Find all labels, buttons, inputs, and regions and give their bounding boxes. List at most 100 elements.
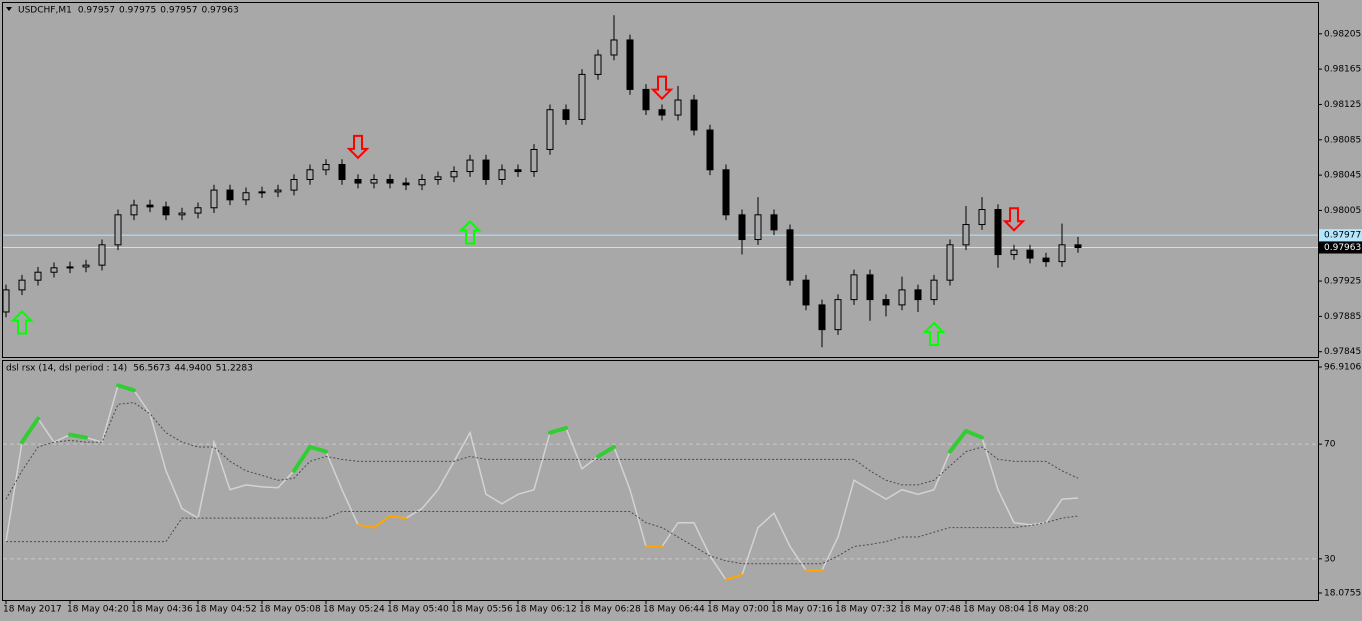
candle-body: [610, 39, 618, 56]
x-tick-label: 18 May 04:20: [67, 605, 129, 615]
candle-body: [1074, 244, 1082, 248]
candle-body: [82, 264, 90, 268]
up-arrow: [922, 321, 946, 347]
candle-body: [1042, 257, 1050, 263]
x-tick-label: 18 May 07:48: [899, 605, 961, 615]
down-arrow: [1002, 207, 1026, 232]
chart-title: USDCHF,M1: [18, 6, 72, 16]
candle-body: [818, 304, 826, 331]
y-tick-label: 0.97885: [1324, 312, 1361, 322]
indicator-panel: [2, 360, 1319, 601]
candle-body: [914, 289, 922, 301]
candle-body: [546, 109, 554, 150]
candle-body: [978, 209, 986, 226]
candle-body: [786, 229, 794, 281]
candle-body: [674, 99, 682, 116]
header-value: 0.97975: [119, 6, 156, 16]
candle-body: [434, 176, 442, 181]
rsx-up-segment: [292, 445, 312, 473]
header-value: 0.97957: [78, 6, 115, 16]
down-arrow: [650, 75, 674, 101]
header-value: 0.97957: [160, 6, 197, 16]
y-tick-label: 96.9106: [1324, 363, 1361, 373]
candle-body: [690, 99, 698, 131]
candle-body: [802, 279, 810, 306]
candle-body: [146, 204, 154, 208]
y-tick-label: 0.98205: [1324, 29, 1361, 39]
candle-body: [466, 159, 474, 173]
x-tick-label: 18 May 06:44: [643, 605, 705, 615]
x-tick-label: 18 May 05:08: [259, 605, 321, 615]
y-tick-label: 70: [1324, 440, 1336, 450]
x-tick-label: 18 May 05:40: [387, 605, 449, 615]
rsx-up-segment: [308, 445, 328, 454]
ask-line-tag: [1319, 229, 1362, 242]
candle-body: [354, 179, 362, 184]
chart-title: dsl rsx (14, dsl period : 14): [6, 364, 127, 374]
header-value: 51.2283: [216, 364, 253, 374]
candle-body: [242, 192, 250, 201]
candle-body: [898, 289, 906, 306]
candle-body: [66, 266, 74, 269]
rsx-up-segment: [596, 445, 616, 459]
candle-body: [498, 169, 506, 181]
candle-body: [594, 54, 602, 75]
candle-body: [1058, 244, 1066, 263]
candle-body: [162, 206, 170, 216]
up-arrow: [10, 310, 34, 335]
rsx-up-segment: [116, 383, 136, 393]
candle-body: [418, 179, 426, 186]
y-tick-label: 0.98165: [1324, 65, 1361, 75]
rsx-down-segment: [373, 515, 391, 529]
ask-line-label: 0.97977: [1324, 231, 1361, 241]
x-tick-label: 18 May 04:52: [195, 605, 257, 615]
x-tick-label: 18 May 05:56: [451, 605, 513, 615]
y-tick-label: 18.0755: [1324, 589, 1361, 599]
candle-body: [258, 191, 266, 194]
candle-body: [402, 182, 410, 186]
y-tick-label: 0.98045: [1324, 171, 1361, 181]
header-value: 56.5673: [133, 364, 170, 374]
x-tick-label: 18 May 08:04: [963, 605, 1025, 615]
candle-body: [530, 148, 538, 173]
rsx-down-segment: [389, 515, 407, 520]
x-tick-label: 18 May 07:32: [835, 605, 897, 615]
candle-body: [754, 214, 762, 241]
x-tick-label: 18 May 2017: [3, 605, 62, 615]
candle-body: [338, 163, 346, 181]
y-tick-label: 0.98005: [1324, 206, 1361, 216]
candle-body: [322, 163, 330, 171]
y-tick-label: 30: [1324, 554, 1336, 564]
x-tick-label: 18 May 06:12: [515, 605, 577, 615]
x-tick-label: 18 May 06:28: [579, 605, 641, 615]
bid-line-label: 0.97963: [1324, 243, 1361, 253]
candle-body: [50, 267, 58, 273]
price-panel: [2, 2, 1319, 358]
candle-body: [178, 212, 186, 216]
y-tick-label: 0.97845: [1324, 347, 1361, 357]
candle-body: [866, 274, 874, 301]
candle-body: [562, 109, 570, 120]
candle-body: [450, 171, 458, 178]
y-tick-label: 0.98125: [1324, 100, 1361, 110]
rsx-line: [5, 384, 1079, 581]
candle-body: [658, 109, 666, 116]
candle-body: [306, 169, 314, 181]
x-tick-label: 18 May 08:20: [1027, 605, 1089, 615]
candle-body: [18, 279, 26, 291]
candle-body: [578, 73, 586, 120]
bid-line-tag: [1319, 241, 1362, 254]
y-tick-label: 0.98085: [1324, 135, 1361, 145]
x-tick-label: 18 May 07:00: [707, 605, 769, 615]
candle-body: [1010, 249, 1018, 256]
candle-body: [706, 129, 714, 171]
dsl-line: [6, 511, 1079, 565]
candle-body: [626, 39, 634, 90]
y-tick-label: 0.97925: [1324, 277, 1361, 287]
rsx-up-segment: [548, 426, 568, 435]
menu-triangle[interactable]: [6, 7, 12, 11]
up-arrow: [458, 220, 482, 245]
header-value: 44.9400: [174, 364, 211, 374]
